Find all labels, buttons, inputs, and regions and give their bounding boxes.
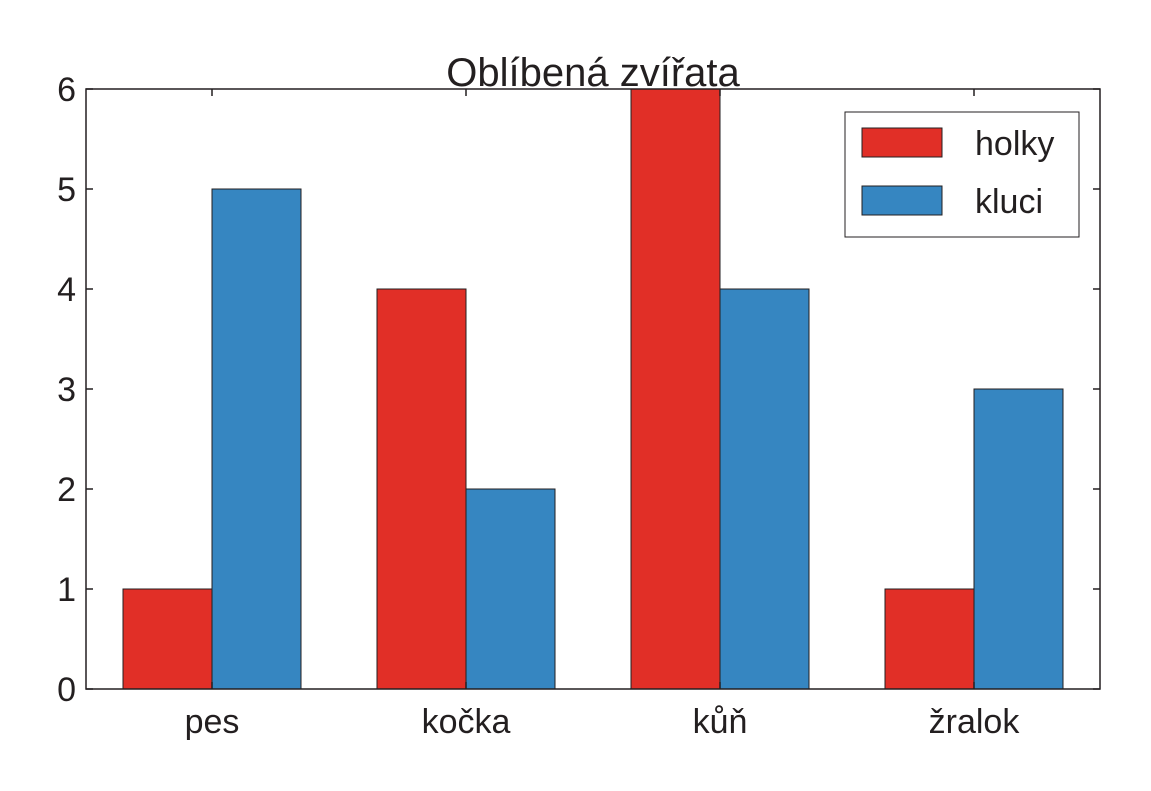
bar-holky-žralok	[884, 588, 975, 690]
y-tick-label: 4	[57, 271, 76, 309]
legend-label-holky: holky	[975, 125, 1054, 163]
bar-kluci-žralok	[973, 388, 1064, 690]
y-tick-label: 6	[57, 71, 76, 109]
legend-swatch-holky	[861, 127, 943, 158]
bars	[122, 88, 1064, 690]
x-tick-label: žralok	[929, 703, 1021, 741]
bar-kluci-pes	[211, 188, 302, 690]
bar-holky-pes	[122, 588, 213, 690]
y-axis: 0 1 2 3 4 5 6	[57, 71, 1100, 709]
y-tick-label: 5	[57, 171, 76, 209]
bar-holky-kůň	[630, 88, 721, 690]
legend: holky kluci	[844, 111, 1080, 238]
x-tick-label: kůň	[693, 703, 748, 741]
bar-kluci-kůň	[719, 288, 810, 690]
y-tick-label: 2	[57, 471, 76, 509]
legend-swatch-kluci	[861, 185, 943, 216]
x-axis: pes kočka kůň žralok	[185, 89, 1021, 741]
bar-holky-kočka	[376, 288, 467, 690]
x-tick-label: pes	[185, 703, 240, 741]
y-tick-label: 0	[57, 671, 76, 709]
chart-title: Oblíbená zvířata	[446, 51, 740, 95]
legend-label-kluci: kluci	[975, 183, 1043, 221]
y-tick-label: 1	[57, 571, 76, 609]
bar-kluci-kočka	[465, 488, 556, 690]
y-tick-label: 3	[57, 371, 76, 409]
x-tick-label: kočka	[422, 703, 511, 741]
